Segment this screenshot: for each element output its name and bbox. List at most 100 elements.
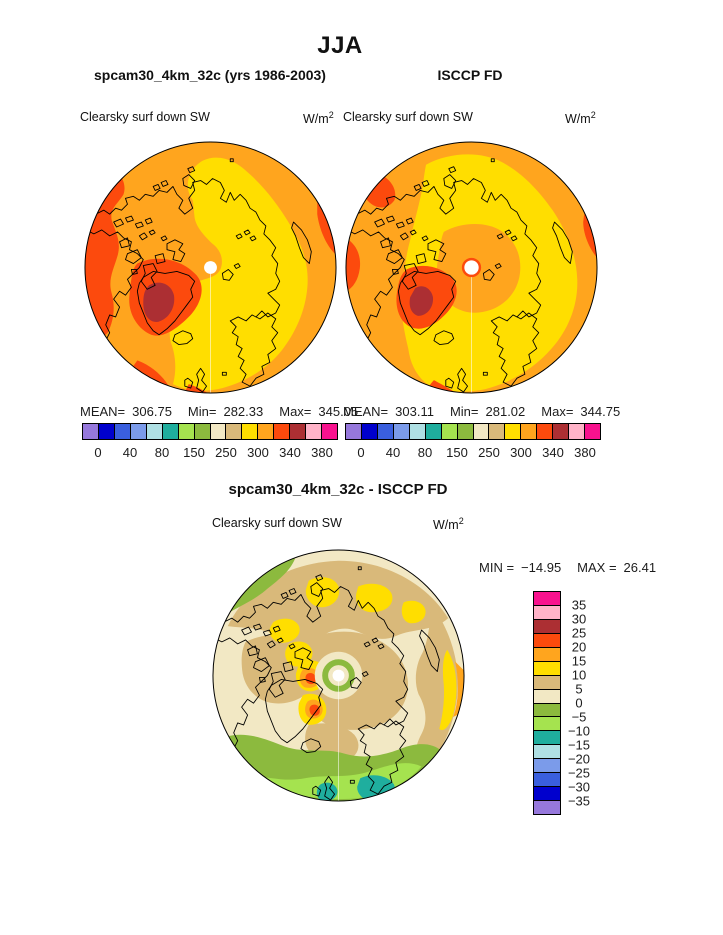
colorbar-cell [257, 423, 275, 440]
colorbar-cell [533, 688, 561, 704]
mean-value: 303.11 [395, 404, 434, 419]
colorbar-tick-label: −25 [567, 765, 591, 781]
obs-field-label: Clearsky surf down SW [343, 110, 473, 124]
colorbar-cell [472, 423, 490, 440]
min-value: 282.33 [223, 404, 264, 419]
colorbar-cell [360, 423, 378, 440]
colorbar-tick-label: 300 [247, 445, 269, 460]
colorbar-cell [552, 423, 570, 440]
units-base: W/m [433, 518, 459, 533]
colorbar-cell [533, 744, 561, 760]
colorbar-tick-label: 80 [154, 445, 170, 460]
colorbar-cell [533, 730, 561, 746]
model-colorbar-ticks: 0 40 80 150 250 300 340 380 [82, 445, 338, 461]
colorbar-cell [376, 423, 394, 440]
colorbar-cell [533, 618, 561, 634]
min-value: 281.02 [485, 404, 526, 419]
model-colorbar [82, 423, 338, 440]
min-value: −14.95 [521, 560, 562, 575]
diff-field-label: Clearsky surf down SW [212, 516, 342, 530]
colorbar-tick-label: 380 [311, 445, 333, 460]
colorbar-cell [533, 632, 561, 648]
obs-units-label: W/m2 [565, 110, 596, 126]
colorbar-cell [533, 660, 561, 676]
model-field-label: Clearsky surf down SW [80, 110, 210, 124]
colorbar-tick-label: 0 [357, 445, 365, 460]
colorbar-cell [209, 423, 227, 440]
colorbar-tick-label: −20 [567, 751, 591, 767]
colorbar-tick-label: 0 [575, 695, 583, 711]
model-units-label: W/m2 [303, 110, 334, 126]
mean-label: MEAN= [80, 404, 126, 419]
colorbar-cell [113, 423, 131, 440]
colorbar-cell [273, 423, 291, 440]
colorbar-cell [193, 423, 211, 440]
colorbar-tick-label: 150 [183, 445, 205, 460]
colorbar-cell [440, 423, 458, 440]
max-value: 345.05 [318, 404, 359, 419]
colorbar-cell [129, 423, 147, 440]
mean-value: 306.75 [132, 404, 172, 419]
colorbar-tick-label: 5 [575, 681, 583, 697]
colorbar-tick-label: 30 [571, 611, 587, 627]
pole-dot-ringed [461, 257, 482, 278]
colorbar-cell [536, 423, 554, 440]
colorbar-tick-label: 150 [446, 445, 468, 460]
colorbar-tick-label: 380 [574, 445, 596, 460]
colorbar-cell [533, 716, 561, 732]
obs-map [345, 141, 598, 394]
diff-subtitle: spcam30_4km_32c - ISCCP FD [228, 481, 448, 498]
colorbar-cell [424, 423, 442, 440]
colorbar-cell [345, 423, 362, 440]
colorbar-tick-label: −15 [567, 737, 591, 753]
colorbar-cell [408, 423, 426, 440]
colorbar-tick-label: 80 [417, 445, 433, 460]
colorbar-tick-label: 15 [571, 653, 587, 669]
colorbar-tick-label: 250 [478, 445, 500, 460]
colorbar-cell [161, 423, 179, 440]
colorbar-tick-label: −10 [567, 723, 591, 739]
min-label: MIN = [479, 560, 515, 575]
colorbar-cell [321, 423, 338, 440]
colorbar-cell [97, 423, 115, 440]
colorbar-tick-label: 35 [571, 597, 587, 613]
min-label: Min= [187, 404, 217, 419]
figure-title: JJA [317, 32, 363, 59]
diff-stats: MIN = −14.95 MAX = 26.41 [479, 560, 656, 575]
colorbar-cell [177, 423, 195, 440]
units-base: W/m [565, 112, 591, 127]
pole-dot [204, 261, 217, 274]
colorbar-cell [456, 423, 474, 440]
mean-label: MEAN= [343, 404, 389, 419]
colorbar-cell [533, 591, 561, 606]
units-exponent: 2 [590, 110, 596, 120]
max-value: 26.41 [623, 560, 657, 575]
colorbar-tick-label: 40 [122, 445, 138, 460]
colorbar-tick-label: 20 [571, 639, 587, 655]
colorbar-cell [533, 702, 561, 718]
obs-colorbar-ticks: 0 40 80 150 250 300 340 380 [345, 445, 601, 461]
diff-colorbar-ticks: 35 30 25 20 15 10 5 0 −5 −10 −15 −20 −25 −30 −35 [559, 591, 599, 815]
colorbar-tick-label: −30 [567, 779, 591, 795]
model-stats: MEAN= 306.75 Min= 282.33 Max= 345.05 [80, 404, 358, 419]
max-label: Max= [541, 404, 574, 419]
diff-colorbar [533, 591, 561, 815]
min-label: Min= [449, 404, 479, 419]
colorbar-cell [568, 423, 586, 440]
colorbar-cell [488, 423, 506, 440]
colorbar-cell [533, 800, 561, 815]
max-value: 344.75 [580, 404, 621, 419]
colorbar-tick-label: 40 [385, 445, 401, 460]
model-map [84, 141, 337, 394]
diff-units-label: W/m2 [433, 516, 464, 532]
colorbar-cell [289, 423, 307, 440]
colorbar-cell [584, 423, 601, 440]
colorbar-tick-label: −35 [567, 793, 591, 809]
colorbar-cell [82, 423, 99, 440]
colorbar-tick-label: 0 [94, 445, 102, 460]
colorbar-cell [225, 423, 243, 440]
colorbar-cell [305, 423, 323, 440]
max-label: Max= [279, 404, 312, 419]
colorbar-tick-label: 300 [510, 445, 532, 460]
